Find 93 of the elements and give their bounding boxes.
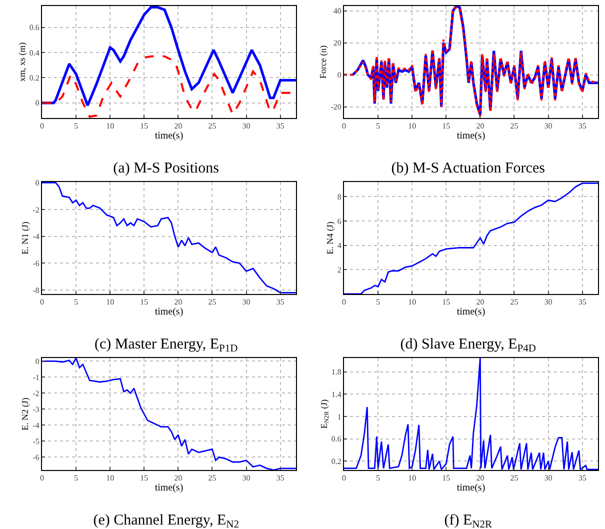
x-tick-label: 15: [442, 474, 450, 483]
x-tick-label: 5: [376, 298, 380, 307]
x-tick-label: 30: [242, 474, 250, 483]
y-tick-label: 0.2: [331, 456, 342, 466]
x-axis-title: time(s): [154, 130, 184, 142]
x-tick-label: 35: [276, 298, 284, 307]
text: (a) M-S Positions: [113, 160, 220, 176]
y-axis-title: xm, xs (m): [16, 42, 27, 82]
x-tick-label: 20: [174, 298, 182, 307]
line-series: [42, 358, 296, 470]
x-tick-label: 5: [74, 298, 78, 307]
x-tick-label: 10: [106, 122, 114, 131]
x-tick-label: 30: [242, 122, 250, 131]
x-axis-title: time(s): [456, 130, 486, 142]
x-tick-label: 15: [140, 298, 148, 307]
y-tick-label: 8: [337, 192, 342, 202]
y-tick-label: 0.4: [29, 48, 40, 58]
x-tick-label: 20: [476, 298, 484, 307]
y-tick-label: 0.6: [331, 434, 342, 444]
x-axis-title: time(s): [154, 482, 184, 494]
y-tick-label: 1.8: [331, 368, 342, 377]
x-tick-label: 20: [174, 122, 182, 131]
y-tick-label: -2: [32, 205, 40, 214]
x-tick-label: 35: [276, 122, 284, 131]
y-tick-label: 20: [333, 38, 342, 48]
y-tick-label: 0.2: [29, 74, 40, 83]
x-tick-label: 20: [476, 474, 484, 483]
x-tick-label: 15: [442, 122, 450, 131]
text: (f) E$_{N2R}$: [444, 512, 492, 529]
y-tick-label: -5: [32, 437, 40, 446]
y-tick-label: 40: [333, 6, 342, 16]
x-tick-label: 35: [578, 122, 586, 131]
x-tick-label: 35: [578, 298, 586, 307]
y-tick-label: -2: [32, 389, 40, 398]
x-tick-label: 5: [376, 122, 380, 131]
x-tick-label: 5: [74, 474, 78, 483]
x-tick-label: 10: [408, 298, 416, 307]
y-tick-label: -3: [32, 405, 40, 414]
x-tick-label: 30: [544, 122, 552, 131]
x-tick-label: 30: [242, 298, 250, 307]
x-axis-title: time(s): [154, 306, 184, 318]
x-tick-label: 10: [106, 298, 114, 307]
x-tick-label: 10: [106, 474, 114, 483]
y-tick-label: 0: [35, 98, 40, 108]
x-tick-label: 10: [408, 122, 416, 131]
text: (b) M-S Actuation Forces: [391, 160, 546, 176]
x-tick-label: 35: [578, 474, 586, 483]
x-tick-label: 5: [74, 122, 78, 131]
y-axis-title: E. N1 (J): [20, 222, 30, 254]
x-tick-label: 30: [544, 474, 552, 483]
x-tick-label: 15: [140, 122, 148, 131]
x-tick-label: 10: [408, 474, 416, 483]
x-tick-label: 25: [208, 122, 216, 131]
y-tick-label: 0: [35, 357, 40, 366]
y-tick-label: -4: [32, 421, 40, 430]
x-tick-label: 25: [208, 298, 216, 307]
x-axis-title: time(s): [456, 306, 486, 318]
text: (c) Master Energy, E$_{P1D}$: [94, 336, 238, 355]
x-tick-label: 20: [174, 474, 182, 483]
line-series: [344, 182, 598, 294]
y-tick-label: -1: [32, 373, 40, 382]
y-tick-label: 2: [337, 265, 342, 274]
line-series: [42, 182, 296, 294]
y-tick-label: 0: [337, 70, 342, 80]
y-tick-label: 6: [337, 216, 342, 226]
y-tick-label: -20: [330, 102, 342, 112]
y-tick-label: 0.6: [29, 23, 40, 32]
y-axis-title: Force (n): [318, 45, 328, 79]
text: (e) Channel Energy, E$_{N2}$: [93, 512, 239, 529]
x-axis-title: time(s): [456, 482, 486, 494]
x-tick-label: 25: [510, 474, 518, 483]
y-axis-title: E. N2 (J): [20, 398, 30, 430]
y-tick-label: -8: [32, 286, 40, 295]
x-tick-label: 25: [510, 298, 518, 307]
x-tick-label: 15: [442, 298, 450, 307]
text: (d) Slave Energy, E$_{P4D}$: [400, 336, 536, 355]
y-tick-label: 4: [337, 241, 342, 250]
x-tick-label: 35: [276, 474, 284, 483]
line-series: [42, 6, 296, 107]
y-tick-label: -4: [32, 232, 40, 242]
x-tick-label: 5: [376, 474, 380, 483]
y-tick-label: 1.4: [331, 390, 342, 400]
y-tick-label: -6: [32, 453, 40, 462]
x-tick-label: 20: [476, 122, 484, 131]
x-tick-label: 25: [510, 122, 518, 131]
x-tick-label: 30: [544, 298, 552, 307]
x-tick-label: 15: [140, 474, 148, 483]
y-tick-label: -6: [32, 258, 40, 268]
line-series: [344, 358, 598, 470]
y-tick-label: 0: [35, 178, 40, 188]
x-tick-label: 25: [208, 474, 216, 483]
y-tick-label: 1: [337, 412, 342, 422]
y-axis-title: E. N4 (J): [324, 222, 335, 254]
